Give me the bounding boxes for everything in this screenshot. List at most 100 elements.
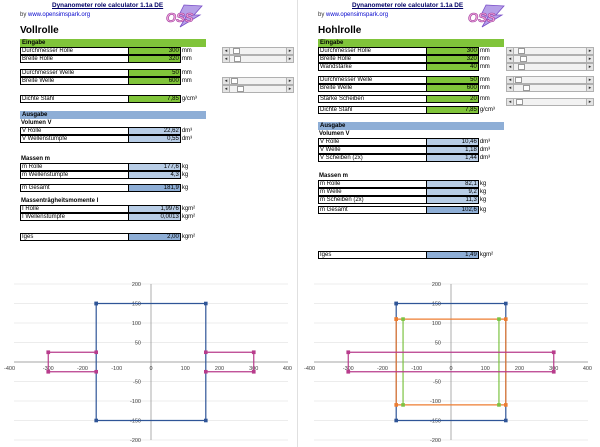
row-unit: dm³ bbox=[479, 139, 491, 145]
scroll-thumb[interactable] bbox=[231, 78, 239, 84]
scroll-left-arrow[interactable]: ◂ bbox=[223, 86, 230, 92]
disc-row-wrap: Stärke Scheiben 20 mm bbox=[318, 95, 504, 103]
scroll-thumb[interactable] bbox=[515, 77, 523, 83]
row-value[interactable]: 320 bbox=[128, 55, 181, 63]
scroll-track[interactable] bbox=[230, 86, 286, 92]
value-scrollbar[interactable]: ◂ ▸ bbox=[222, 85, 294, 93]
row-unit: kgm² bbox=[479, 252, 494, 258]
row-label: Breite Welle bbox=[318, 84, 427, 92]
scroll-left-arrow[interactable]: ◂ bbox=[507, 85, 514, 91]
scroll-track[interactable] bbox=[514, 48, 586, 54]
row-unit: kgm² bbox=[181, 214, 196, 220]
scroll-track[interactable] bbox=[514, 99, 586, 105]
value-scrollbar[interactable]: ◂ ▸ bbox=[506, 76, 594, 84]
row-unit: dm³ bbox=[181, 136, 193, 142]
scroll-thumb[interactable] bbox=[519, 56, 527, 62]
scroll-thumb[interactable] bbox=[234, 56, 242, 62]
data-point bbox=[394, 418, 398, 423]
scroll-thumb[interactable] bbox=[522, 85, 530, 91]
scroll-left-arrow[interactable]: ◂ bbox=[223, 78, 230, 84]
scroll-left-arrow[interactable]: ◂ bbox=[507, 64, 514, 70]
scroll-thumb[interactable] bbox=[517, 48, 525, 54]
by-label-right: by bbox=[318, 12, 325, 18]
row-label: Durchmesser Welle bbox=[20, 69, 129, 77]
website-link[interactable]: www.opensimspark.org bbox=[28, 12, 91, 18]
output-header-right: Ausgabe bbox=[318, 122, 504, 130]
row-value[interactable]: 300 bbox=[426, 47, 479, 55]
mass-total-wrap-right: m Gesamt 102,6 kg bbox=[318, 206, 504, 214]
row-label: V Rolle bbox=[20, 127, 129, 135]
row-value[interactable]: 40 bbox=[426, 63, 479, 71]
y-tick-label: 150 bbox=[132, 302, 141, 308]
y-tick-label: -100 bbox=[130, 399, 141, 405]
x-tick-label: 100 bbox=[481, 366, 490, 372]
x-tick-label: -400 bbox=[304, 366, 315, 372]
value-scrollbar[interactable]: ◂ ▸ bbox=[506, 63, 594, 71]
row-value: 0,0013 bbox=[128, 213, 181, 221]
website-link-right[interactable]: www.opensimspark.org bbox=[326, 12, 389, 18]
row-unit: kgm² bbox=[181, 234, 196, 240]
value-scrollbar[interactable]: ◂ ▸ bbox=[506, 84, 594, 92]
scroll-track[interactable] bbox=[230, 56, 286, 62]
row-unit: kg bbox=[181, 172, 189, 178]
value-scrollbar[interactable]: ◂ ▸ bbox=[506, 55, 594, 63]
row-value[interactable]: 600 bbox=[128, 77, 181, 85]
scroll-right-arrow[interactable]: ▸ bbox=[586, 48, 593, 54]
byline-right: by www.opensimspark.org bbox=[318, 12, 388, 18]
scroll-thumb[interactable] bbox=[516, 99, 524, 105]
scroll-track[interactable] bbox=[514, 77, 586, 83]
x-tick-label: 0 bbox=[449, 366, 452, 372]
row-value[interactable]: 600 bbox=[426, 84, 479, 92]
row-value: 1,49 bbox=[426, 251, 479, 259]
data-point bbox=[497, 403, 501, 407]
scroll-right-arrow[interactable]: ▸ bbox=[286, 56, 293, 62]
scroll-left-arrow[interactable]: ◂ bbox=[507, 56, 514, 62]
row-value[interactable]: 7,85 bbox=[426, 106, 479, 114]
row-value[interactable]: 50 bbox=[128, 69, 181, 77]
data-point bbox=[94, 369, 98, 374]
value-scrollbar[interactable]: ◂ ▸ bbox=[222, 47, 294, 55]
input-section: Eingabe Durchmesser Rolle 300 mm Breite Rol… bbox=[20, 39, 206, 241]
scroll-right-arrow[interactable]: ▸ bbox=[286, 48, 293, 54]
data-row: Durchmesser Rolle 300 mm bbox=[318, 47, 504, 55]
scroll-right-arrow[interactable]: ▸ bbox=[586, 99, 593, 105]
row-value[interactable]: 20 bbox=[426, 95, 479, 103]
scroll-track[interactable] bbox=[514, 56, 586, 62]
scroll-thumb[interactable] bbox=[518, 64, 526, 70]
row-value[interactable]: 300 bbox=[128, 47, 181, 55]
value-scrollbar[interactable]: ◂ ▸ bbox=[222, 55, 294, 63]
data-row: Iges 1,49 kgm² bbox=[318, 251, 504, 259]
scroll-left-arrow[interactable]: ◂ bbox=[507, 48, 514, 54]
value-scrollbar[interactable]: ◂ ▸ bbox=[222, 77, 294, 85]
value-scrollbar[interactable]: ◂ ▸ bbox=[506, 98, 594, 106]
scroll-track[interactable] bbox=[514, 64, 586, 70]
data-point bbox=[94, 418, 98, 423]
scroll-thumb[interactable] bbox=[236, 86, 244, 92]
mass-total-wrap: m Gesamt 181,9 kg bbox=[20, 184, 206, 192]
row-value: 9,2 bbox=[426, 188, 479, 196]
row-value[interactable]: 320 bbox=[426, 55, 479, 63]
scroll-right-arrow[interactable]: ▸ bbox=[286, 78, 293, 84]
oss-logo: OSS bbox=[166, 4, 203, 28]
scroll-left-arrow[interactable]: ◂ bbox=[223, 56, 230, 62]
inertia-label: Massenträgheitsmomente I bbox=[21, 198, 99, 204]
scroll-left-arrow[interactable]: ◂ bbox=[223, 48, 230, 54]
row-unit: kg bbox=[181, 185, 189, 191]
scroll-track[interactable] bbox=[230, 48, 286, 54]
scroll-left-arrow[interactable]: ◂ bbox=[507, 77, 514, 83]
scroll-right-arrow[interactable]: ▸ bbox=[586, 64, 593, 70]
scroll-right-arrow[interactable]: ▸ bbox=[586, 56, 593, 62]
row-unit: mm bbox=[181, 48, 192, 54]
row-value[interactable]: 7,85 bbox=[128, 95, 181, 103]
scroll-left-arrow[interactable]: ◂ bbox=[507, 99, 514, 105]
data-point bbox=[394, 403, 398, 407]
scroll-track[interactable] bbox=[514, 85, 586, 91]
scroll-right-arrow[interactable]: ▸ bbox=[586, 77, 593, 83]
scroll-right-arrow[interactable]: ▸ bbox=[286, 86, 293, 92]
value-scrollbar[interactable]: ◂ ▸ bbox=[506, 47, 594, 55]
scroll-thumb[interactable] bbox=[232, 48, 240, 54]
row-value[interactable]: 50 bbox=[426, 76, 479, 84]
scroll-track[interactable] bbox=[230, 78, 286, 84]
row-label: I Wellenstümpfe bbox=[20, 213, 129, 221]
scroll-right-arrow[interactable]: ▸ bbox=[586, 85, 593, 91]
